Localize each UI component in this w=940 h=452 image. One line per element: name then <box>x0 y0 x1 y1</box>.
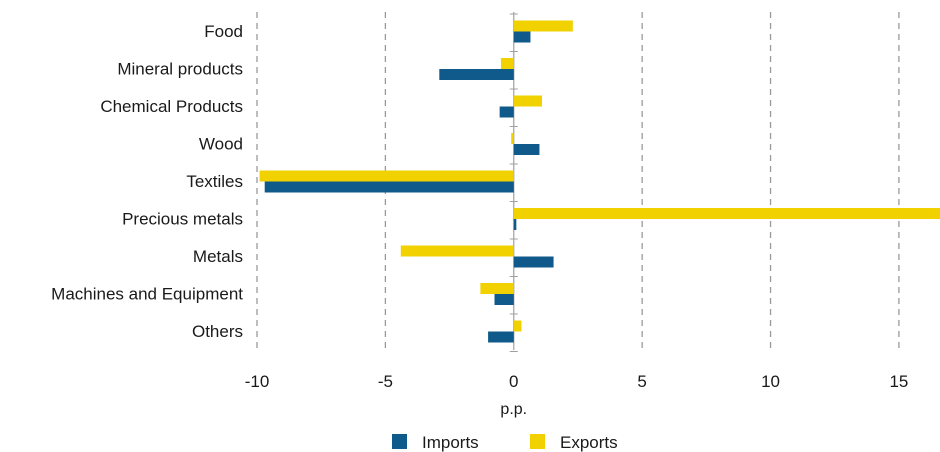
import-bar <box>514 257 554 268</box>
bars <box>260 21 940 343</box>
category-label: Textiles <box>186 172 243 191</box>
legend-label-exports: Exports <box>560 433 618 452</box>
export-bar <box>511 133 514 144</box>
import-bar <box>488 332 514 343</box>
import-bar <box>439 69 513 80</box>
export-bar <box>514 208 940 219</box>
export-bar <box>514 21 573 32</box>
export-bar <box>514 321 522 332</box>
x-tick-label: -10 <box>245 372 270 391</box>
export-bar <box>514 96 542 107</box>
import-bar <box>514 32 531 43</box>
category-label: Wood <box>199 135 243 154</box>
legend-swatch-imports <box>392 434 407 449</box>
export-bar <box>401 246 514 257</box>
legend: Imports Exports <box>392 433 618 452</box>
export-bar <box>501 58 514 69</box>
import-bar <box>500 107 514 118</box>
import-bar <box>495 294 514 305</box>
import-bar <box>514 144 540 155</box>
x-tick-label: 0 <box>509 372 518 391</box>
import-bar <box>514 219 517 230</box>
x-tick-label: -5 <box>378 372 393 391</box>
category-labels: Food Mineral products Chemical Products Woo… <box>51 22 243 341</box>
legend-swatch-exports <box>530 434 545 449</box>
category-label: Metals <box>193 247 243 266</box>
category-label: Chemical Products <box>100 97 243 116</box>
x-tick-labels: -10 -5 0 5 10 15 <box>245 372 909 391</box>
category-label: Precious metals <box>122 210 243 229</box>
category-label: Others <box>192 322 243 341</box>
import-bar <box>265 182 514 193</box>
x-tick-label: 5 <box>637 372 646 391</box>
x-axis-title: p.p. <box>500 401 527 418</box>
category-label: Machines and Equipment <box>51 285 243 304</box>
legend-label-imports: Imports <box>422 433 479 452</box>
category-label: Food <box>204 22 243 41</box>
export-bar <box>480 283 513 294</box>
category-label: Mineral products <box>117 60 243 79</box>
x-tick-label: 10 <box>761 372 780 391</box>
x-tick-label: 15 <box>889 372 908 391</box>
export-bar <box>260 171 514 182</box>
